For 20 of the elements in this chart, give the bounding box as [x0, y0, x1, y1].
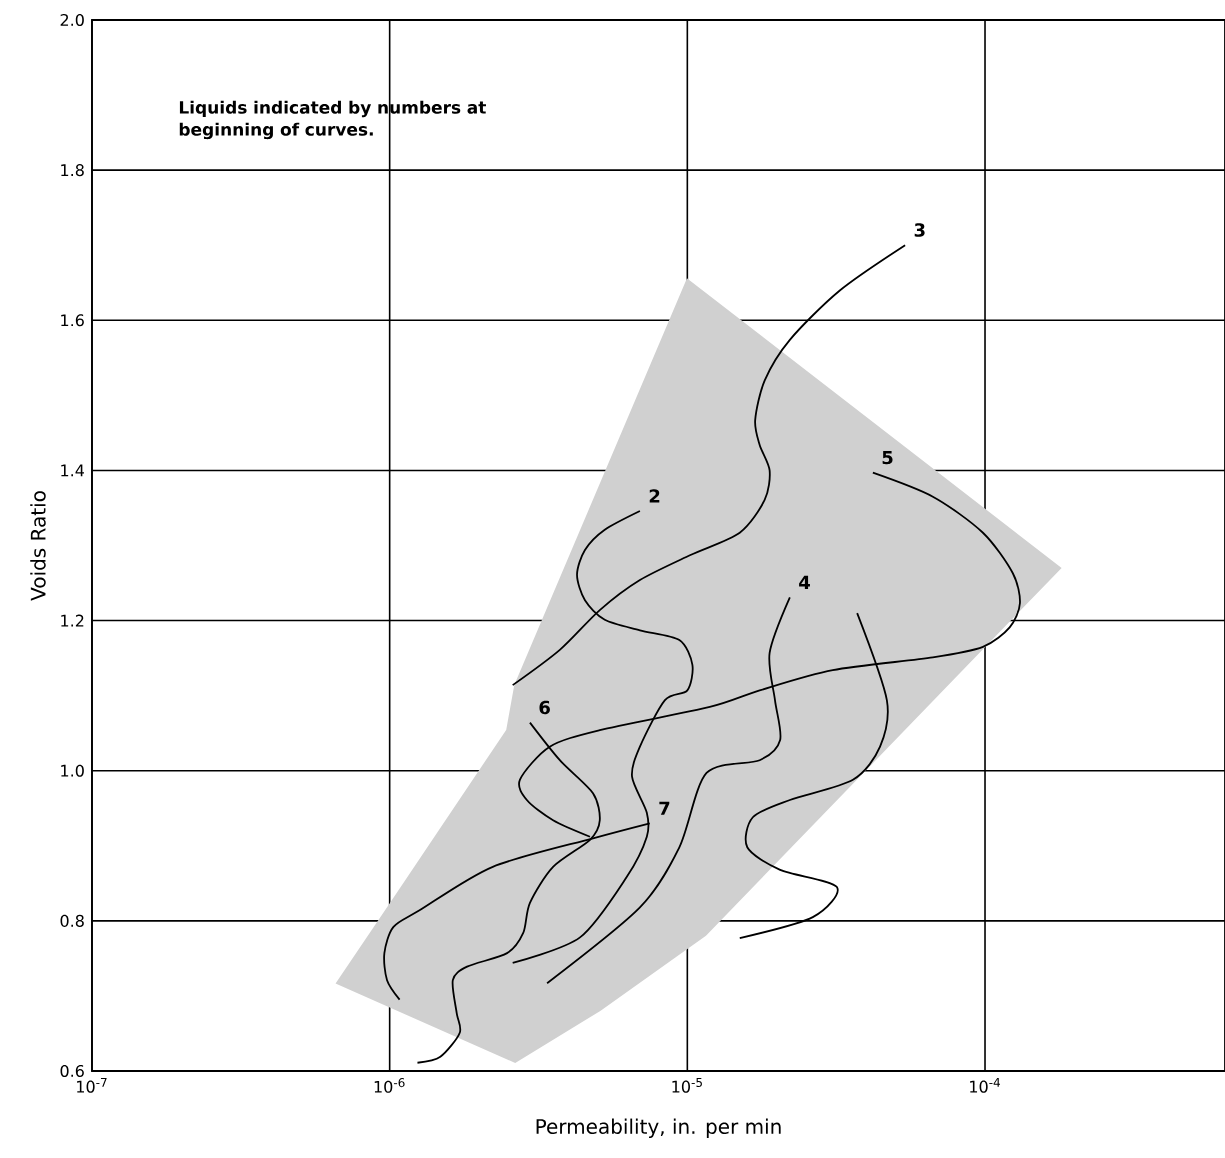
y-tick-label: 0.6 [60, 1064, 84, 1078]
x-tick-label: 10$^{-7}$ [77, 1078, 107, 1093]
series-label: 3 [914, 223, 925, 237]
y-tick-label: 0.8 [60, 914, 84, 927]
x-axis-title: Permeability, in. per min [536, 1118, 781, 1138]
series-label: 7 [659, 801, 670, 815]
y-tick-label: 1.0 [61, 764, 84, 777]
series-label: 5 [882, 450, 893, 465]
series-label: 4 [799, 575, 810, 589]
y-tick-label: 1.8 [61, 164, 84, 177]
x-tick-label: 10$^{-4}$ [970, 1078, 1001, 1093]
series-label: 2 [649, 489, 660, 503]
x-tick-label: 10$^{-5}$ [672, 1078, 702, 1093]
x-tick-label: 10$^{-6}$ [374, 1078, 405, 1093]
y-tick-label: 2.0 [60, 13, 84, 27]
y-tick-label: 1.2 [61, 614, 84, 627]
y-tick-label: 1.6 [61, 314, 84, 327]
series-label: 6 [539, 700, 550, 715]
y-tick-label: 1.4 [61, 464, 85, 477]
y-axis-title: Voids Ratio [30, 491, 46, 601]
